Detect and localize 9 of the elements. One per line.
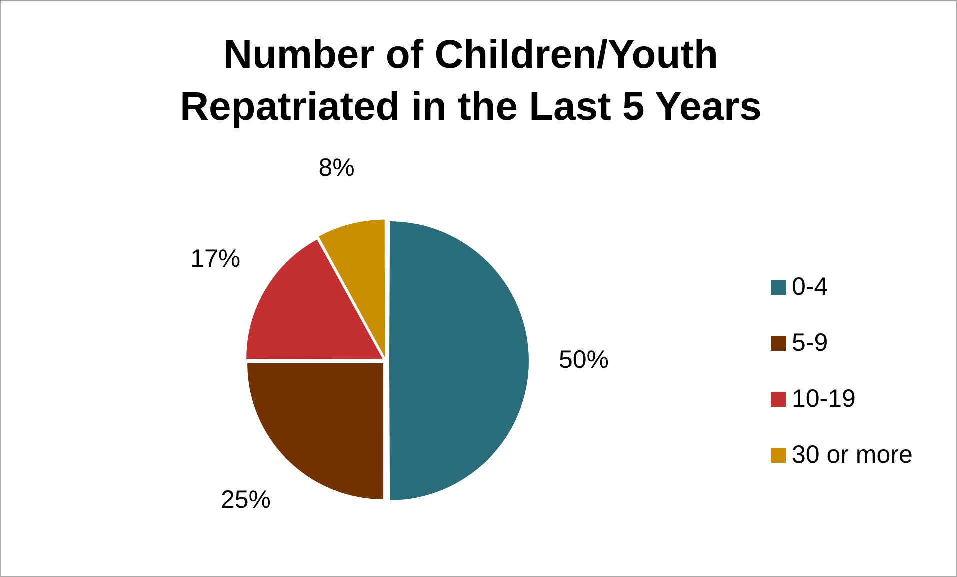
legend-label: 30 or more <box>792 440 913 470</box>
chart-title: Number of Children/Youth Repatriated in the Last 5 Years <box>179 32 763 131</box>
legend-label: 10-19 <box>792 384 856 414</box>
data-label: 50% <box>558 346 610 374</box>
legend-label: 0-4 <box>792 272 828 302</box>
data-label: 25% <box>220 486 272 514</box>
data-label: 8% <box>318 154 355 182</box>
legend-label: 5-9 <box>792 328 828 358</box>
data-label: 17% <box>190 245 241 274</box>
